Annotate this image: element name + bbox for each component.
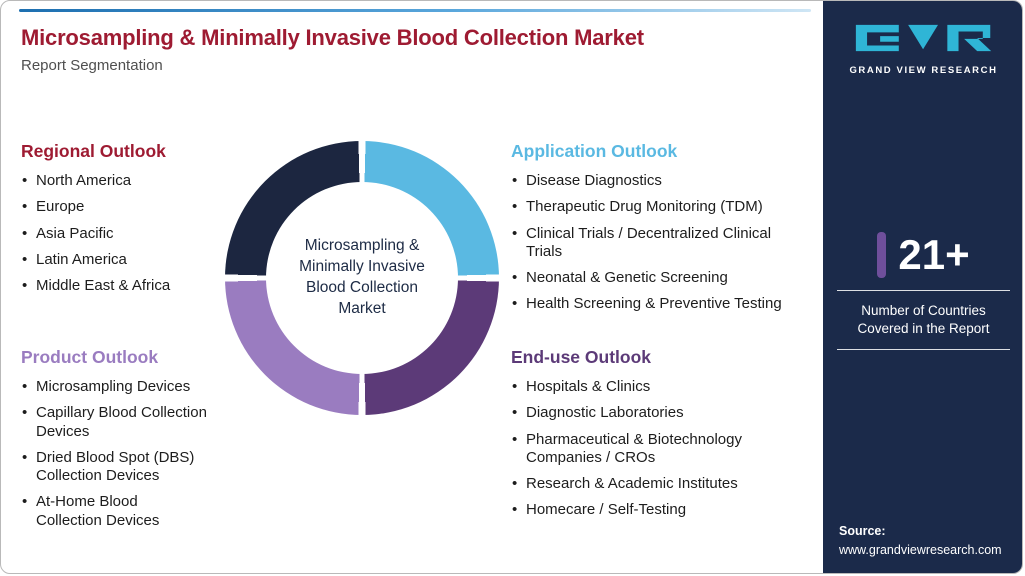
enduse-outlook-section: End-use Outlook Hospitals & Clinics Diag… <box>511 347 783 528</box>
list-item: Clinical Trials / Decentralized Clinical… <box>511 225 783 262</box>
list-item: Pharmaceutical & Biotechnology Companies… <box>511 431 783 468</box>
regional-outlook-list: North America Europe Asia Pacific Latin … <box>21 172 231 296</box>
logo-block: GRAND VIEW RESEARCH <box>823 23 1022 76</box>
donut-center: Microsampling & Minimally Invasive Blood… <box>266 182 458 374</box>
stat-block: 21+ Number of Countries Covered in the R… <box>823 231 1022 361</box>
enduse-outlook-list: Hospitals & Clinics Diagnostic Laborator… <box>511 378 783 520</box>
list-item: Asia Pacific <box>21 225 231 244</box>
application-outlook-title: Application Outlook <box>511 141 678 161</box>
list-item: Microsampling Devices <box>21 378 207 397</box>
source-label: Source: <box>839 524 886 538</box>
source-block: Source: www.grandviewresearch.com <box>839 524 1002 557</box>
stat-accent-bar <box>877 232 887 278</box>
source-url-link[interactable]: www.grandviewresearch.com <box>839 543 1002 557</box>
list-item: Europe <box>21 198 231 217</box>
sidebar: GRAND VIEW RESEARCH 21+ Number of Countr… <box>823 1 1022 573</box>
page-title: Microsampling & Minimally Invasive Blood… <box>21 25 644 50</box>
divider-bottom <box>837 349 1010 351</box>
product-outlook-section: Product Outlook Microsampling Devices Ca… <box>21 347 207 538</box>
list-item: Homecare / Self-Testing <box>511 501 783 520</box>
list-item: Neonatal & Genetic Screening <box>511 269 783 288</box>
list-item: Therapeutic Drug Monitoring (TDM) <box>511 198 783 217</box>
list-item: Research & Academic Institutes <box>511 475 783 494</box>
list-item: North America <box>21 172 231 191</box>
list-item: Diagnostic Laboratories <box>511 404 783 423</box>
donut-center-label: Microsampling & Minimally Invasive Blood… <box>299 237 425 317</box>
stat-value: 21+ <box>898 231 970 278</box>
top-accent-bar <box>19 9 811 12</box>
application-outlook-list: Disease Diagnostics Therapeutic Drug Mon… <box>511 172 783 314</box>
grand-view-research-logo <box>855 24 991 52</box>
regional-outlook-title: Regional Outlook <box>21 141 166 161</box>
divider-top <box>837 290 1010 291</box>
list-item: Dried Blood Spot (DBS) Collection Device… <box>21 449 207 486</box>
list-item: Hospitals & Clinics <box>511 378 783 397</box>
list-item: Middle East & Africa <box>21 277 231 296</box>
list-item: Disease Diagnostics <box>511 172 783 191</box>
regional-outlook-section: Regional Outlook North America Europe As… <box>21 141 231 303</box>
enduse-outlook-title: End-use Outlook <box>511 347 651 367</box>
list-item: At-Home Blood Collection Devices <box>21 493 207 530</box>
application-outlook-section: Application Outlook Disease Diagnostics … <box>511 141 783 322</box>
brand-name: GRAND VIEW RESEARCH <box>849 65 998 76</box>
stat-label: Number of Countries Covered in the Repor… <box>857 303 990 337</box>
list-item: Latin America <box>21 251 231 270</box>
donut-chart: Microsampling & Minimally Invasive Blood… <box>225 141 499 415</box>
page-subtitle: Report Segmentation <box>21 57 163 74</box>
product-outlook-title: Product Outlook <box>21 347 159 367</box>
product-outlook-list: Microsampling Devices Capillary Blood Co… <box>21 378 207 530</box>
list-item: Capillary Blood Collection Devices <box>21 404 207 441</box>
list-item: Health Screening & Preventive Testing <box>511 295 783 314</box>
